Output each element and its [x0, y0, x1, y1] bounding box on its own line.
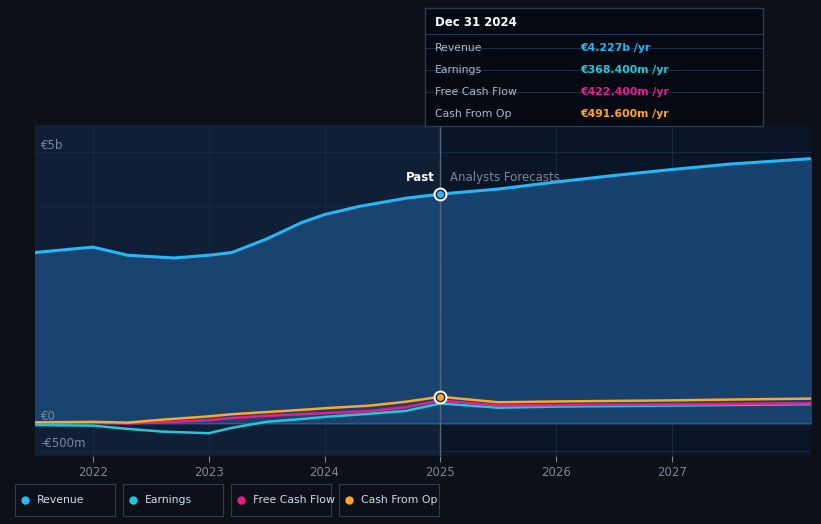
- Text: Free Cash Flow: Free Cash Flow: [253, 495, 335, 505]
- Text: Past: Past: [406, 171, 434, 184]
- Text: Revenue: Revenue: [435, 43, 483, 53]
- Bar: [35, 125, 440, 456]
- Text: €5b: €5b: [41, 139, 63, 152]
- Text: €0: €0: [41, 410, 56, 423]
- Bar: [440, 125, 811, 456]
- Text: €491.600m /yr: €491.600m /yr: [580, 109, 669, 119]
- Text: Earnings: Earnings: [435, 65, 482, 75]
- Text: Analysts Forecasts: Analysts Forecasts: [450, 171, 560, 184]
- Text: Cash From Op: Cash From Op: [435, 109, 511, 119]
- Text: €368.400m /yr: €368.400m /yr: [580, 65, 669, 75]
- Text: Dec 31 2024: Dec 31 2024: [435, 16, 517, 29]
- Text: -€500m: -€500m: [41, 438, 86, 450]
- Text: €422.400m /yr: €422.400m /yr: [580, 87, 669, 97]
- Text: Earnings: Earnings: [145, 495, 192, 505]
- Text: Cash From Op: Cash From Op: [361, 495, 438, 505]
- Text: Free Cash Flow: Free Cash Flow: [435, 87, 517, 97]
- Text: Revenue: Revenue: [37, 495, 85, 505]
- Text: €4.227b /yr: €4.227b /yr: [580, 43, 651, 53]
